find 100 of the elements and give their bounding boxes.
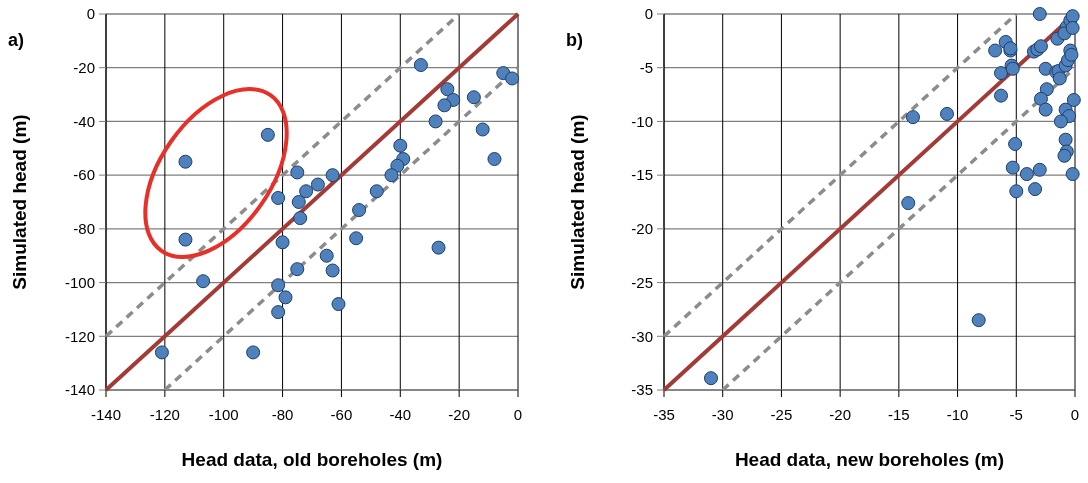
point bbox=[352, 203, 367, 218]
text: a) bbox=[8, 30, 25, 50]
point bbox=[290, 262, 305, 277]
x-tick-label: -20 bbox=[448, 406, 470, 423]
point bbox=[1053, 114, 1068, 129]
y-tick-label: -20 bbox=[631, 220, 653, 238]
x-tick-label: -60 bbox=[330, 406, 353, 423]
x-tick-label: -40 bbox=[389, 406, 412, 423]
x-tick-label: -25 bbox=[770, 406, 793, 423]
y-tick-label: -120 bbox=[64, 327, 95, 345]
point bbox=[1032, 7, 1047, 21]
y-tick-label: -80 bbox=[73, 220, 95, 238]
x-tick-label: -120 bbox=[149, 406, 180, 423]
point bbox=[1019, 167, 1034, 182]
point bbox=[384, 168, 399, 183]
point bbox=[299, 184, 314, 199]
y-tick-label: -30 bbox=[631, 327, 653, 345]
y-axis-title: Simulated head (m) bbox=[567, 114, 588, 290]
y-tick-label: 0 bbox=[644, 5, 653, 23]
point bbox=[703, 371, 718, 386]
point bbox=[1038, 61, 1053, 76]
point bbox=[940, 106, 954, 121]
point bbox=[325, 263, 340, 278]
point bbox=[271, 190, 286, 205]
point bbox=[293, 211, 308, 226]
point bbox=[437, 98, 452, 113]
point bbox=[505, 71, 520, 86]
point bbox=[1066, 92, 1081, 107]
point bbox=[260, 127, 275, 142]
point bbox=[1028, 182, 1043, 197]
y-tick-label: -60 bbox=[73, 166, 95, 184]
point bbox=[428, 114, 443, 129]
point bbox=[988, 43, 1003, 58]
point bbox=[901, 196, 916, 211]
point bbox=[310, 177, 325, 192]
y-axis-title: Simulated head (m) bbox=[9, 114, 30, 290]
point bbox=[278, 290, 293, 305]
point bbox=[369, 184, 384, 199]
x-axis-title: Head data, new boreholes (m) bbox=[734, 449, 1005, 470]
point bbox=[1005, 160, 1020, 175]
point bbox=[196, 274, 211, 289]
point bbox=[1065, 167, 1080, 182]
point bbox=[1033, 91, 1048, 106]
point bbox=[319, 248, 334, 263]
text: b) bbox=[566, 30, 583, 50]
x-tick-label: 0 bbox=[513, 406, 523, 423]
point bbox=[325, 168, 340, 183]
x-tick-label: -5 bbox=[1009, 406, 1023, 423]
point bbox=[271, 305, 286, 320]
x-tick-label: -10 bbox=[946, 406, 969, 423]
point bbox=[487, 152, 502, 167]
x-tick-label: -35 bbox=[653, 406, 675, 423]
point bbox=[1065, 9, 1080, 24]
point bbox=[1065, 20, 1080, 35]
x-tick-label: 0 bbox=[1070, 406, 1080, 423]
y-tick-label: -35 bbox=[631, 381, 653, 399]
x-tick-label: -140 bbox=[90, 406, 122, 423]
point bbox=[178, 232, 193, 247]
point bbox=[393, 138, 408, 153]
point bbox=[290, 165, 305, 180]
point bbox=[275, 235, 290, 250]
x-tick-label: -80 bbox=[271, 406, 294, 423]
x-tick-label: -20 bbox=[829, 406, 851, 423]
point bbox=[271, 278, 286, 293]
point bbox=[1052, 71, 1067, 86]
point bbox=[971, 313, 986, 328]
point bbox=[413, 58, 428, 73]
point bbox=[349, 231, 364, 246]
x-tick-label: -30 bbox=[711, 406, 734, 423]
y-tick-label: -140 bbox=[64, 381, 95, 399]
y-tick-label: 0 bbox=[86, 5, 95, 23]
y-tick-label: -5 bbox=[639, 58, 653, 76]
y-tick-label: -40 bbox=[73, 112, 95, 130]
x-tick-label: -15 bbox=[888, 406, 910, 423]
point bbox=[466, 90, 481, 105]
point bbox=[246, 345, 261, 360]
point bbox=[905, 110, 920, 125]
y-tick-label: -10 bbox=[631, 112, 653, 130]
point bbox=[291, 195, 306, 209]
point bbox=[1057, 148, 1072, 163]
point bbox=[1032, 162, 1047, 177]
point bbox=[994, 66, 1009, 81]
point bbox=[994, 88, 1009, 103]
point bbox=[178, 154, 193, 169]
point bbox=[1008, 136, 1023, 151]
x-tick-label: -100 bbox=[208, 406, 239, 423]
point bbox=[1064, 47, 1079, 62]
point bbox=[331, 297, 346, 312]
point bbox=[475, 122, 490, 137]
point bbox=[1009, 184, 1024, 199]
x-axis-title: Head data, old boreholes (m) bbox=[181, 449, 443, 470]
point bbox=[1058, 132, 1073, 147]
y-tick-label: -25 bbox=[631, 273, 653, 291]
point bbox=[154, 345, 169, 360]
point bbox=[440, 82, 455, 97]
y-tick-label: -100 bbox=[64, 273, 95, 291]
point bbox=[431, 240, 446, 255]
y-tick-label: -15 bbox=[631, 166, 653, 184]
point bbox=[1038, 102, 1053, 117]
y-tick-label: -20 bbox=[73, 58, 95, 76]
